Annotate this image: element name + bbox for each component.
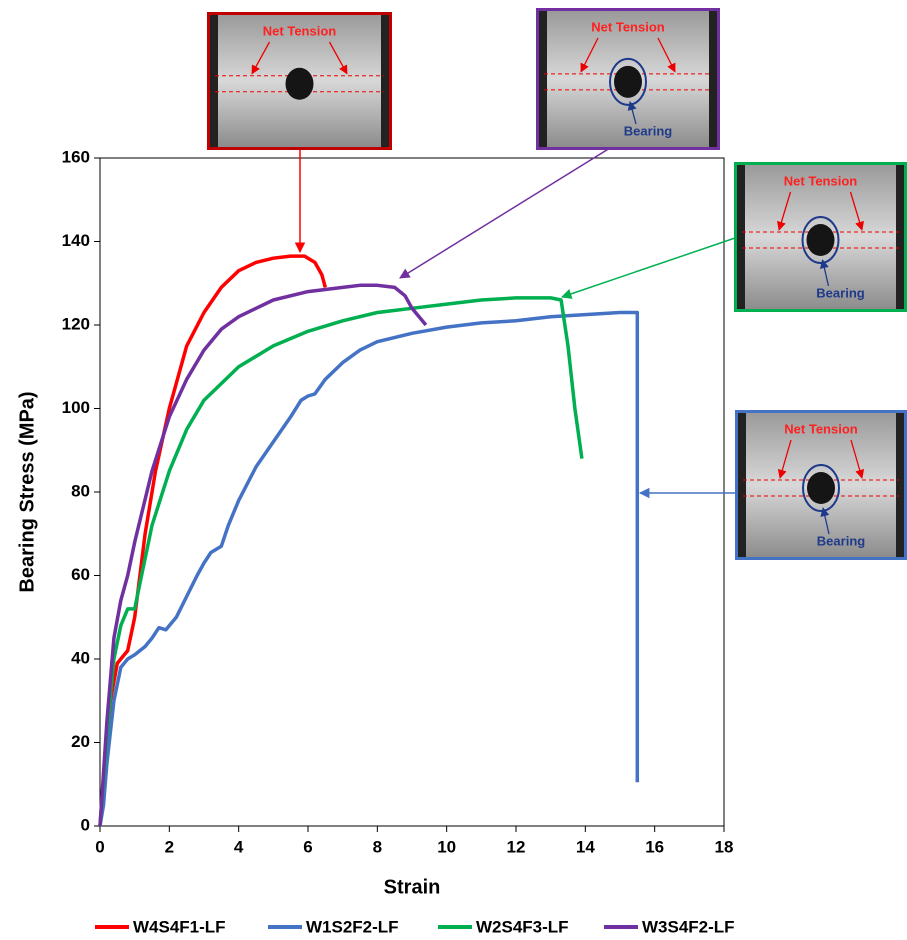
series-line: [98, 283, 428, 827]
inset-label: Bearing: [816, 285, 864, 300]
legend-label: W1S2F2-LF: [306, 917, 399, 936]
inset-photo: Net Tension Bearing: [536, 8, 720, 150]
series-line: [98, 310, 640, 827]
clamp-left: [737, 165, 745, 309]
y-tick-label: 60: [71, 565, 90, 584]
inset-photo: Net Tension Bearing: [735, 410, 907, 560]
clamp-left: [539, 11, 547, 147]
inset-arrow: [850, 439, 865, 479]
inset-arrow: [849, 191, 864, 231]
x-tick-label: 8: [373, 837, 382, 856]
y-tick-label: 100: [62, 398, 90, 417]
series-line: [98, 254, 327, 827]
inset-label: Net Tension: [263, 23, 336, 38]
inset-arrow: [580, 37, 599, 73]
inset-arrow: [627, 100, 637, 125]
legend-label: W2S4F3-LF: [476, 917, 569, 936]
clamp-left: [210, 15, 218, 147]
series-line: [98, 296, 584, 827]
x-tick-label: 12: [507, 837, 526, 856]
legend-label: W4S4F1-LF: [133, 917, 226, 936]
y-tick-label: 0: [81, 815, 90, 834]
inset-arrow: [777, 191, 792, 231]
inset-label: Bearing: [817, 533, 865, 548]
clamp-right: [709, 11, 717, 147]
legend-label: W3S4F2-LF: [642, 917, 735, 936]
x-tick-label: 2: [165, 837, 174, 856]
inset-arrow: [328, 41, 348, 75]
clamp-right: [896, 413, 904, 557]
inset-label: Net Tension: [784, 173, 857, 188]
callout-arrow: [399, 147, 611, 279]
x-tick-label: 16: [645, 837, 664, 856]
x-tick-label: 6: [303, 837, 312, 856]
inset-label: Net Tension: [591, 19, 664, 34]
inset-arrow: [251, 41, 271, 75]
x-tick-label: 14: [576, 837, 595, 856]
x-tick-label: 4: [234, 837, 244, 856]
clamp-left: [738, 413, 746, 557]
x-tick-label: 18: [715, 837, 734, 856]
y-tick-label: 40: [71, 648, 90, 667]
inset-arrow: [819, 259, 830, 287]
clamp-right: [896, 165, 904, 309]
clamp-right: [381, 15, 389, 147]
plot-area: [99, 157, 725, 827]
hole: [806, 224, 835, 256]
y-tick-label: 160: [62, 147, 90, 166]
inset-label: Bearing: [624, 123, 672, 138]
x-axis-label: Strain: [384, 876, 441, 898]
y-tick-label: 120: [62, 314, 90, 333]
y-tick-label: 80: [71, 481, 90, 500]
inset-label: Net Tension: [784, 421, 857, 436]
callout-arrow: [561, 237, 736, 299]
hole: [285, 67, 314, 100]
inset-photo: Net Tension Bearing: [734, 162, 907, 312]
inset-arrow: [657, 37, 676, 73]
hole: [807, 472, 835, 504]
inset-photo: Net Tension: [207, 12, 392, 150]
y-tick-label: 140: [62, 231, 90, 250]
y-axis-label: Bearing Stress (MPa): [16, 391, 38, 592]
inset-arrow: [820, 507, 830, 535]
hole: [614, 65, 642, 98]
y-tick-label: 20: [71, 732, 90, 751]
x-tick-label: 10: [437, 837, 456, 856]
x-tick-label: 0: [95, 837, 104, 856]
inset-arrow: [777, 439, 792, 479]
